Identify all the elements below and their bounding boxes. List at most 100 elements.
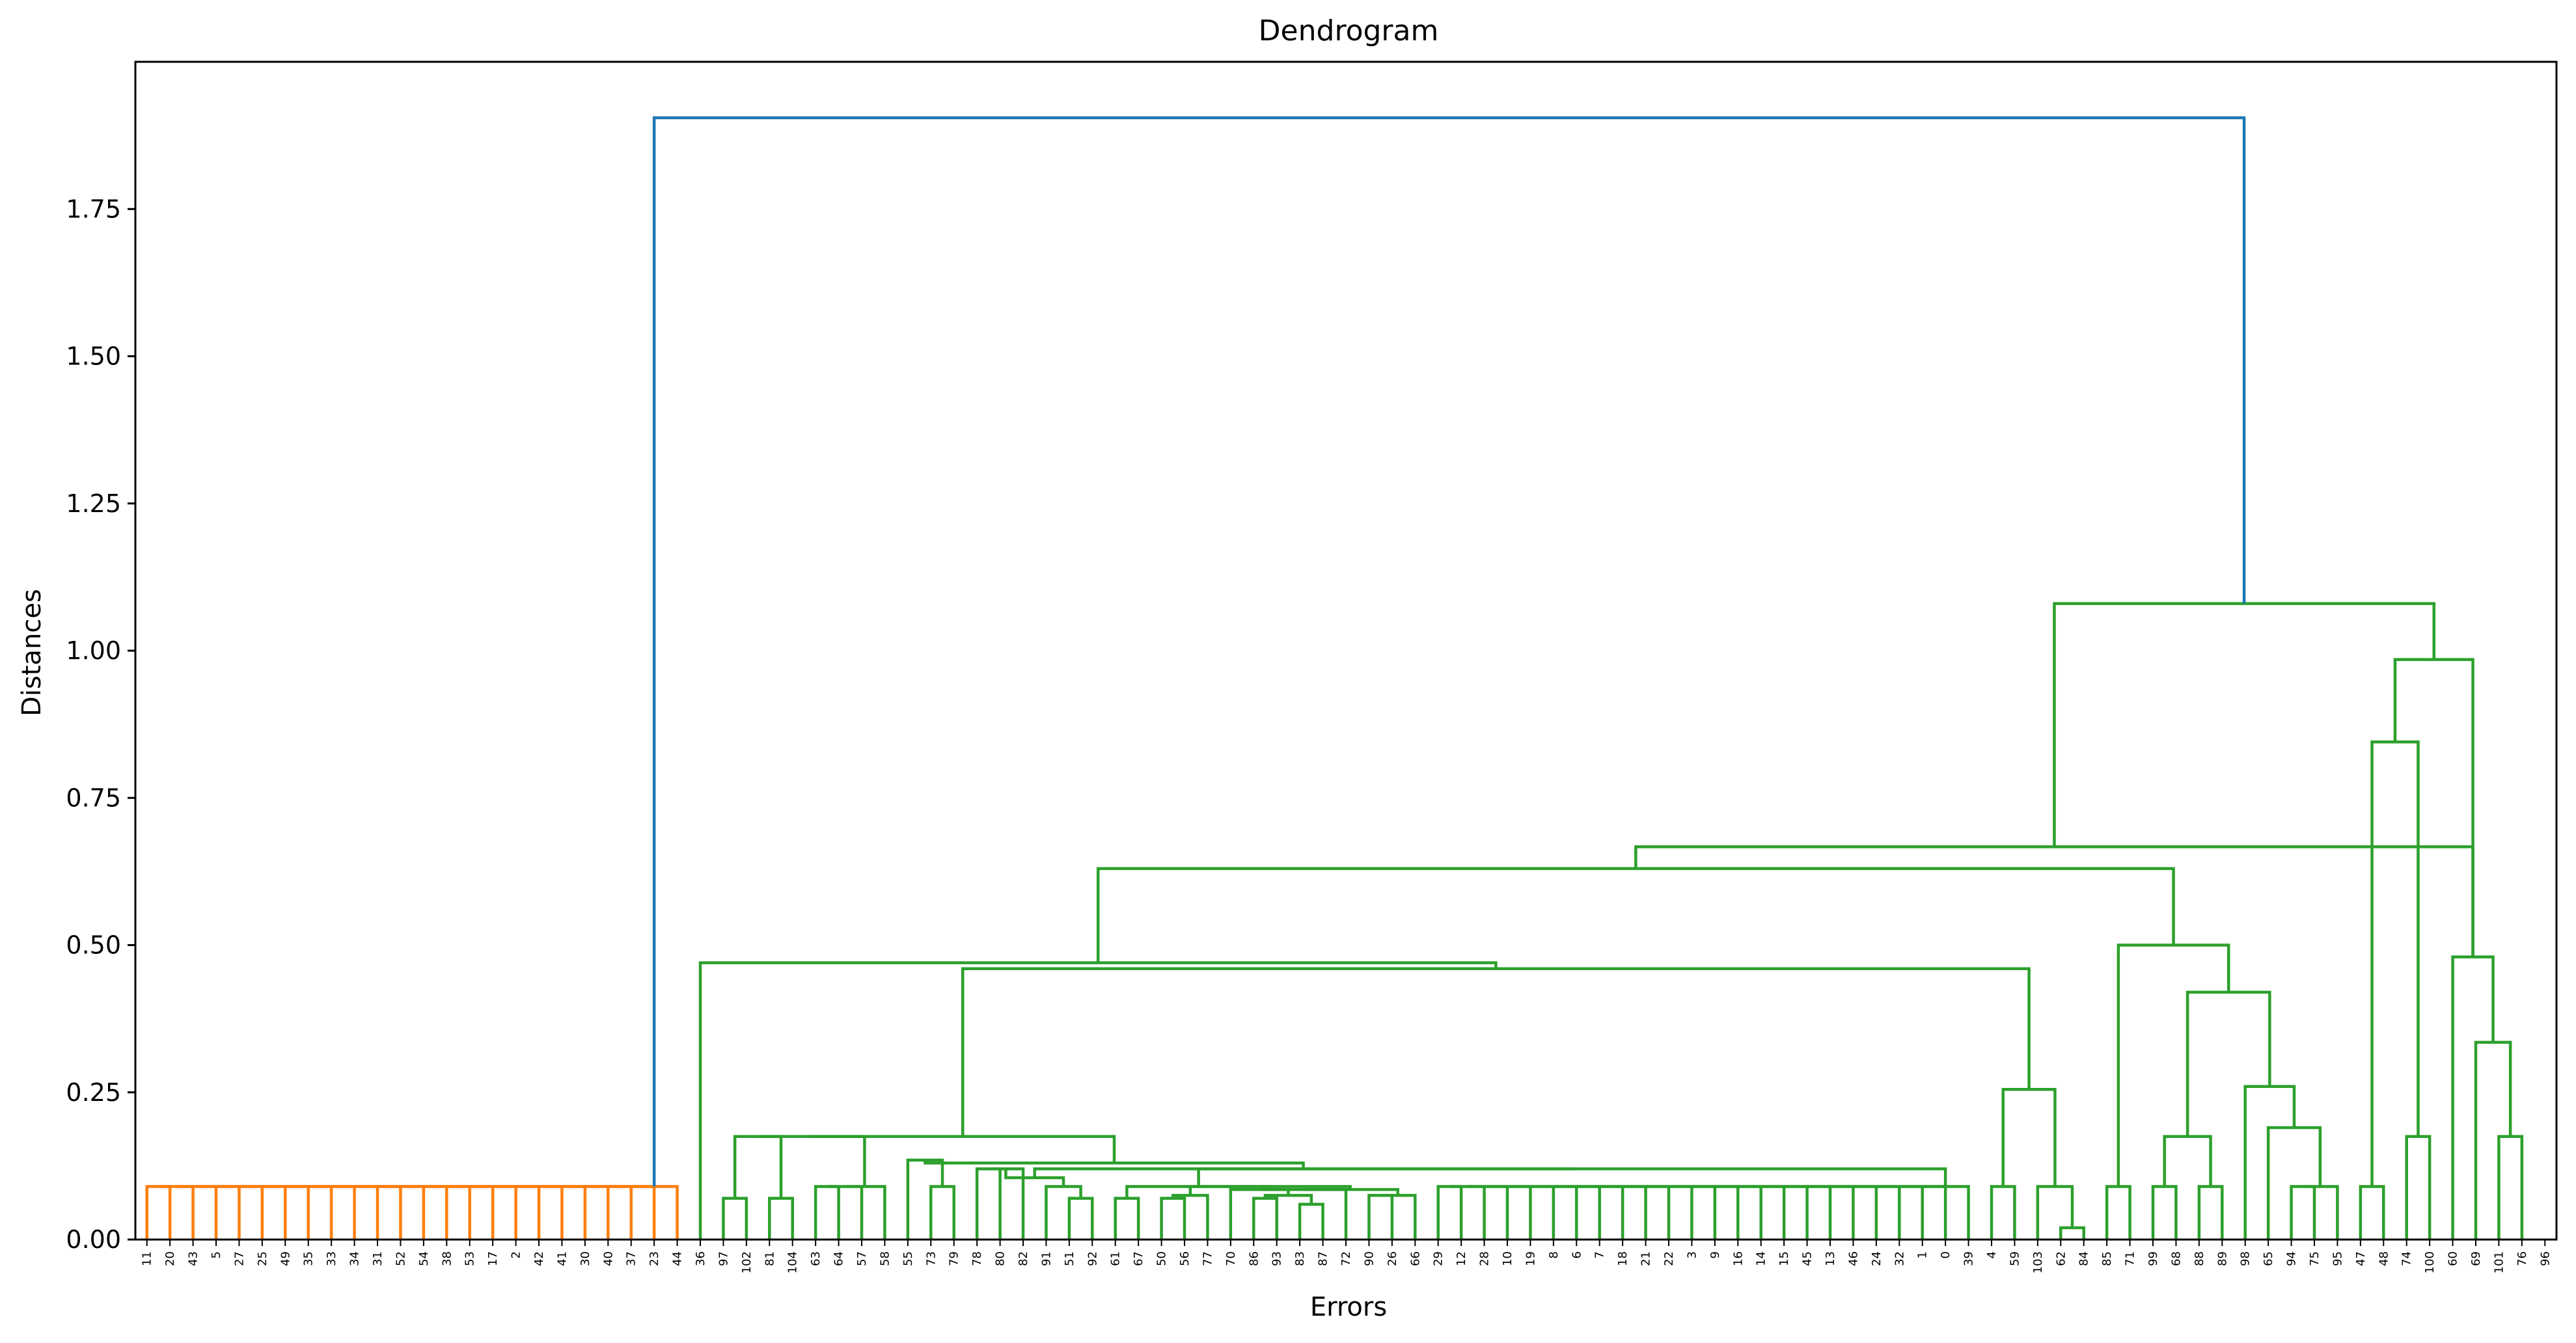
leaf-label: 4 (1985, 1251, 1999, 1258)
leaf-label: 90 (1362, 1251, 1376, 1266)
leaf-label: 14 (1755, 1251, 1768, 1266)
y-tick-label: 1.75 (66, 195, 121, 223)
leaf-label: 19 (1524, 1251, 1537, 1266)
dendrogram-link (733, 1135, 783, 1199)
dendrogram-link (758, 1135, 866, 1187)
leaf-label: 32 (1893, 1251, 1906, 1266)
leaf-label: 84 (2077, 1251, 2091, 1266)
leaf-label: 53 (463, 1251, 477, 1266)
leaf-label: 40 (601, 1251, 615, 1266)
dendrogram-link (1298, 1202, 1324, 1240)
plot-frame (134, 61, 2558, 1241)
dendrogram-link (827, 1185, 864, 1240)
dendrogram-link (2405, 1135, 2432, 1240)
leaf-label: 2 (510, 1251, 523, 1258)
dendrogram-link (961, 967, 2031, 1137)
dendrogram-link (2451, 955, 2495, 1240)
leaf-label: 98 (2239, 1251, 2253, 1266)
dendrogram-link (844, 1185, 886, 1240)
leaf-label: 9 (1708, 1251, 1722, 1258)
dendrogram-link (1033, 1167, 1572, 1178)
leaf-label: 54 (417, 1251, 431, 1266)
y-tick-label: 1.25 (66, 489, 121, 518)
dendrogram-link (1367, 1193, 1394, 1240)
leaf-label: 62 (2054, 1251, 2068, 1266)
leaf-label: 65 (2262, 1251, 2275, 1266)
dendrogram-link (1380, 1193, 1417, 1240)
dendrogram-link (2059, 1226, 2085, 1240)
leaf-label: 26 (1386, 1251, 1399, 1266)
dendrogram-link (2474, 1040, 2512, 1240)
leaf-label: 42 (532, 1251, 546, 1266)
leaf-label: 7 (1593, 1251, 1607, 1258)
dendrogram-link (1252, 1197, 1278, 1240)
leaf-label: 66 (1408, 1251, 1422, 1266)
dendrogram-link (811, 1135, 1116, 1163)
dendrogram-link (2370, 740, 2420, 1187)
leaf-label: 8 (1547, 1251, 1561, 1258)
leaf-label: 79 (948, 1251, 961, 1266)
leaf-label: 37 (625, 1251, 638, 1266)
leaf-label: 33 (325, 1251, 338, 1266)
y-axis-label: Distances (17, 589, 47, 716)
dendrogram-link (652, 116, 2246, 1187)
dendrogram-link (698, 961, 1498, 1240)
dendrogram-link (2197, 1185, 2224, 1240)
leaf-label: 81 (763, 1251, 776, 1266)
leaf-label: 72 (1339, 1251, 1353, 1266)
leaf-label: 77 (1201, 1251, 1214, 1266)
dendrogram-link (2185, 990, 2271, 1137)
dendrogram-link (1263, 1193, 1313, 1204)
dendrogram-link (1449, 1185, 1486, 1240)
leaf-label: 75 (2308, 1251, 2322, 1266)
leaf-label: 12 (1455, 1251, 1468, 1266)
dendrogram-link (929, 1185, 955, 1240)
leaf-label: 50 (1155, 1251, 1169, 1266)
leaf-label: 30 (579, 1251, 592, 1266)
leaf-label: 1 (1916, 1251, 1930, 1258)
leaf-label: 68 (2169, 1251, 2183, 1266)
dendrogram-link (631, 1185, 679, 1240)
leaf-label: 97 (717, 1251, 730, 1266)
x-axis: 11 20 43 5 27 25 49 35 33 34 31 52 54 38 53 17 2 42 41 30 40… (141, 1240, 2552, 1273)
dendrogram-link (2001, 1087, 2057, 1187)
leaf-label: 18 (1616, 1251, 1630, 1266)
y-tick-label: 0.75 (66, 783, 121, 812)
leaf-label: 76 (2515, 1251, 2529, 1266)
leaf-label: 13 (1824, 1251, 1837, 1266)
leaf-label: 93 (1270, 1251, 1284, 1266)
leaf-label: 70 (1224, 1251, 1238, 1266)
leaf-label: 52 (394, 1251, 407, 1266)
dendrogram-link (2105, 1185, 2131, 1240)
dendrogram-link (975, 1167, 1002, 1240)
chart-title: Dendrogram (1259, 14, 1439, 47)
leaf-label: 34 (348, 1251, 362, 1266)
leaf-label: 102 (740, 1251, 754, 1273)
leaf-label: 31 (371, 1251, 385, 1266)
dendrogram-link (2036, 1185, 2074, 1240)
leaf-label: 103 (2031, 1251, 2045, 1273)
leaf-label: 95 (2331, 1251, 2344, 1266)
dendrogram-link (1114, 1197, 1140, 1240)
leaf-label: 36 (694, 1251, 707, 1266)
dendrogram-link (1990, 1185, 2016, 1240)
leaf-label: 29 (1432, 1251, 1446, 1266)
y-tick-label: 0.00 (66, 1225, 121, 1254)
leaf-label: 10 (1501, 1251, 1514, 1266)
dendrogram-link (2359, 1185, 2385, 1240)
dendrogram-link (2053, 602, 2436, 847)
dendrogram-link (1160, 1197, 1186, 1240)
leaf-label: 96 (2538, 1251, 2552, 1266)
leaf-label: 88 (2193, 1251, 2206, 1266)
y-tick-label: 1.00 (66, 636, 121, 665)
dendrogram-link (2151, 1185, 2178, 1240)
y-axis: 0.00 0.25 0.50 0.75 1.00 1.25 1.50 1.75 (66, 195, 135, 1254)
leaf-label: 59 (2008, 1251, 2021, 1266)
leaf-label: 57 (855, 1251, 869, 1266)
leaf-label: 6 (1570, 1251, 1583, 1258)
leaf-label: 87 (1317, 1251, 1330, 1266)
leaf-label: 74 (2400, 1251, 2414, 1266)
leaf-label: 3 (1685, 1251, 1699, 1258)
dendrogram-link (2393, 658, 2474, 957)
